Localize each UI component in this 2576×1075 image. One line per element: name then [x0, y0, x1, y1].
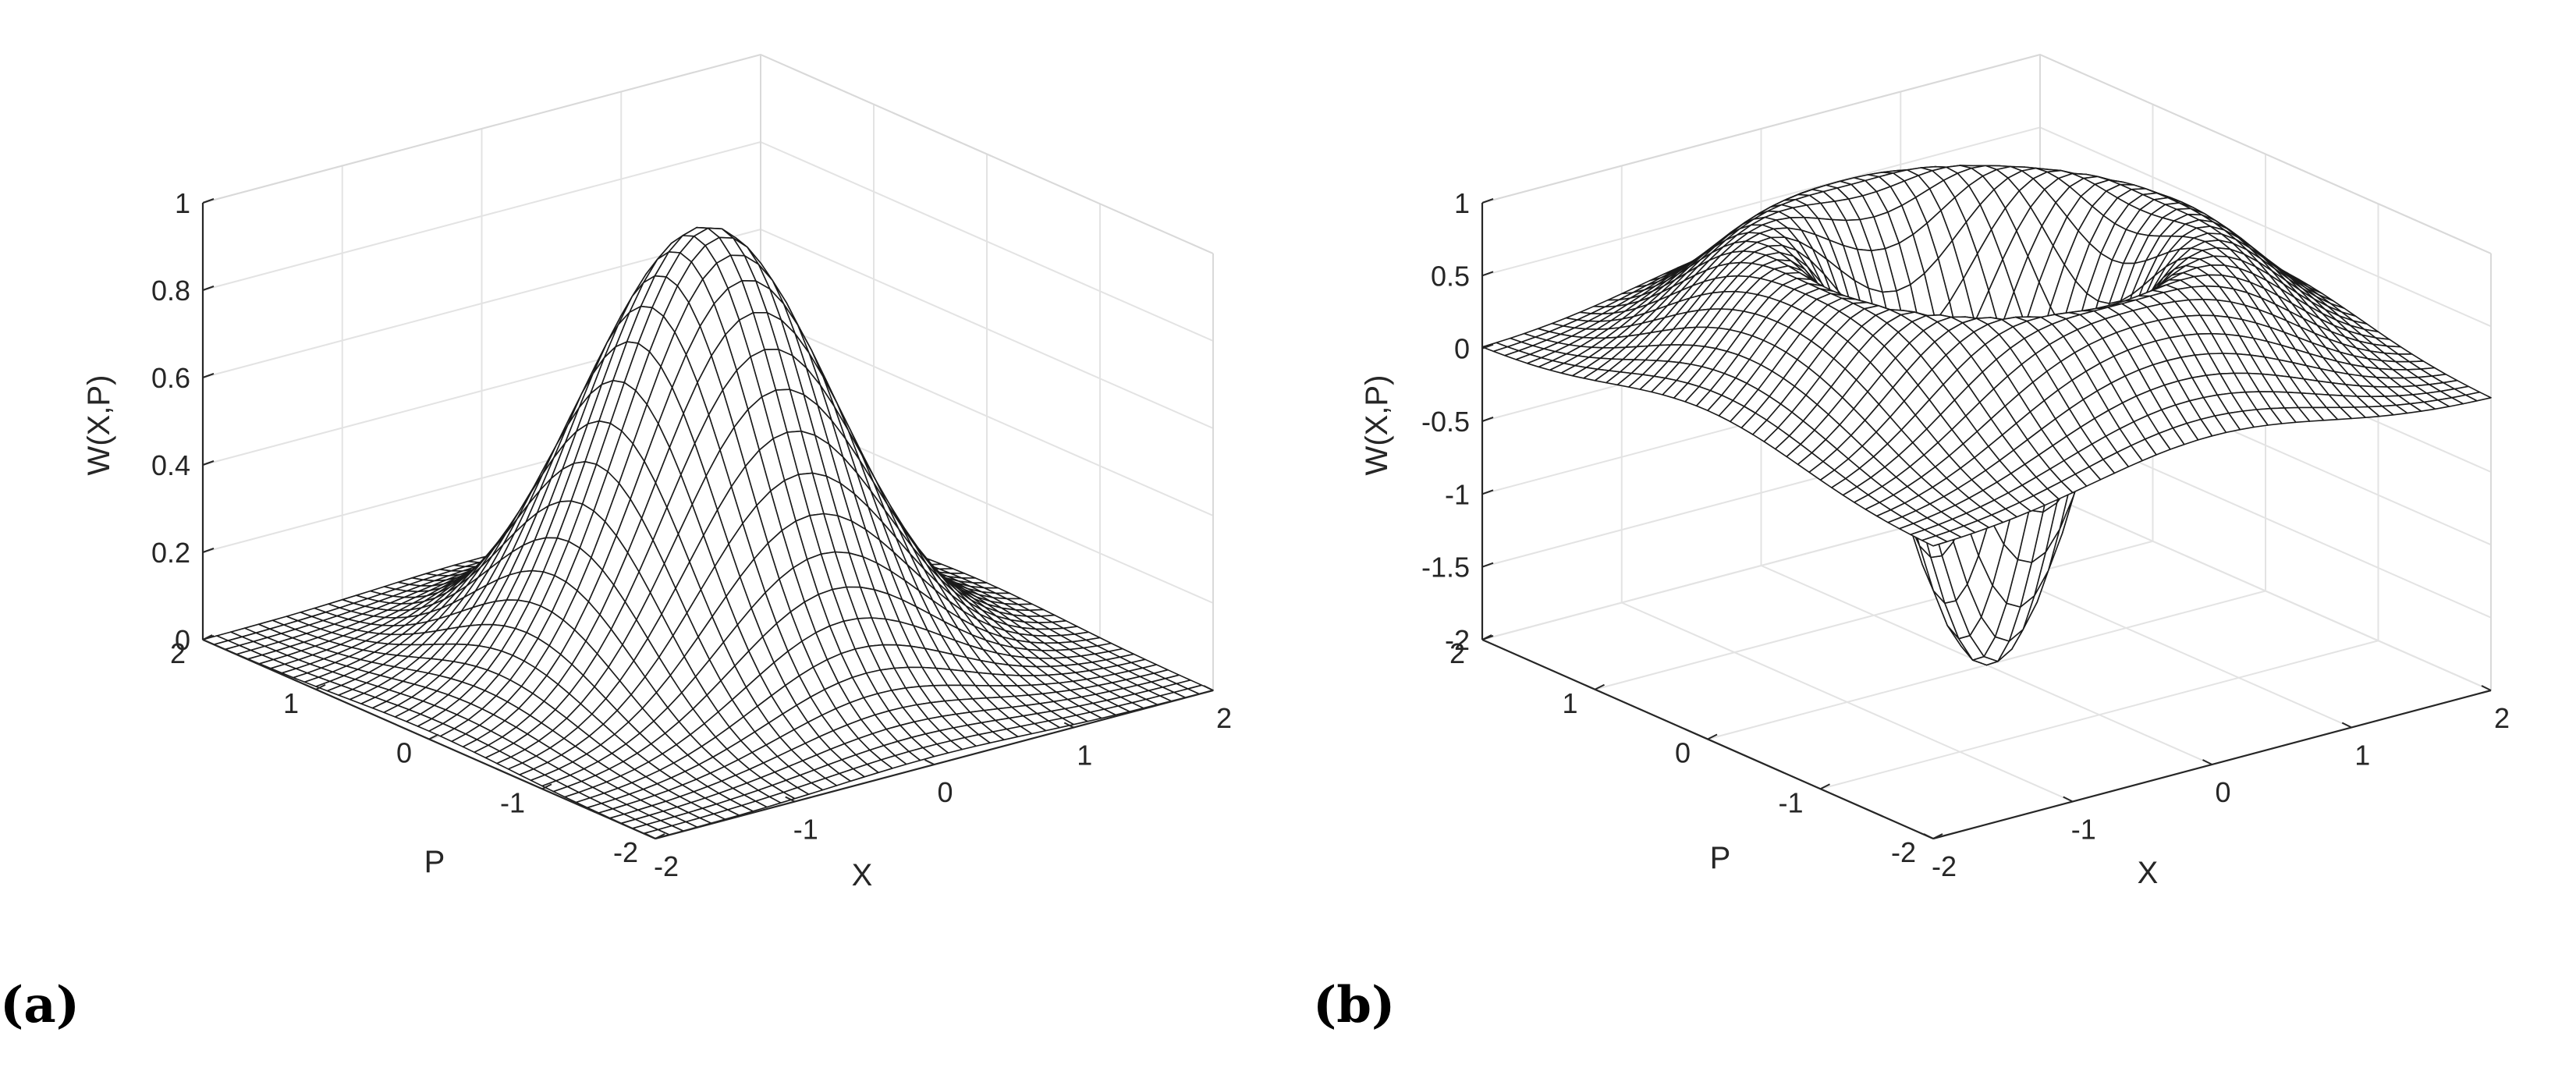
panel-a-surface [202, 226, 1214, 839]
panel-a-p-tick-label: 2 [170, 637, 186, 669]
panel-b-z-tick [1481, 343, 1494, 349]
panel-a-p-tick [315, 683, 326, 690]
panel-b-z-tick [1481, 198, 1494, 204]
panel-b-surface [1481, 165, 2492, 666]
panel-b-xlabel: X [2138, 856, 2159, 890]
panel-a-z-tick [202, 286, 215, 291]
panel-b-z-tick [1481, 489, 1494, 495]
panel-b-p-tick-label: 1 [1562, 687, 1577, 719]
panel-b-z-tick-label: -2 [1445, 624, 1470, 656]
panel-a-p-tick [541, 783, 552, 790]
panel-a-x-tick [785, 796, 796, 803]
panel-b-box-top-edge [1481, 53, 2492, 254]
panel-b-x-tick [2341, 722, 2352, 729]
panel-a-x-tick [924, 759, 935, 765]
panel-b-x-tick [1923, 833, 1934, 839]
panel-b-p-tick [1481, 634, 1492, 640]
panel-b-z-tick-label: -1 [1445, 478, 1470, 510]
panel-b-x-tick [2063, 796, 2074, 803]
panel-a-z-tick-label: 0 [175, 624, 190, 656]
panel-a-p-tick [202, 634, 213, 640]
panel-b-z-tick-label: 0 [1454, 333, 1470, 365]
panel-b-p-tick [1707, 733, 1718, 740]
panel-b-p-tick [1932, 833, 1943, 839]
panel-b-axes [1481, 198, 2492, 840]
panel-b-z-tick [1481, 271, 1494, 277]
panel-a-xlabel: X [852, 858, 873, 892]
panel-a-z-tick-label: 0.4 [151, 449, 190, 481]
panel-a-x-tick [1063, 722, 1074, 729]
panel-b-z-tick-label: 0.5 [1431, 260, 1470, 292]
panel-a-p-tick-label: 0 [396, 737, 412, 769]
panel-b-wall-gridline-z [2039, 126, 2492, 328]
panel-a-axes [201, 198, 1214, 840]
panel-a-wall2-gridline-z [202, 141, 761, 291]
panel-a-x-tick-label: 0 [937, 776, 953, 808]
panel-a-x-tick-label: 1 [1077, 740, 1092, 772]
panel-a-z-tick [202, 548, 215, 553]
panel-b-x-tick-label: -1 [2071, 814, 2096, 846]
panel-b-z-tick-label: -1.5 [1421, 552, 1470, 584]
panel-a-z-tick [202, 198, 215, 204]
panel-a-ticks: 0 0.2 0.4 0.6 0.8 1 -2 -1 0 1 2 -2 -1 0 1 2 [151, 187, 1232, 882]
panel-b-label: (b) [1313, 976, 1395, 1034]
panel-b-x-tick-label: 0 [2215, 776, 2230, 808]
panel-b-z-tick-label: -0.5 [1421, 406, 1470, 438]
panel-b-ylabel: P [1710, 841, 1731, 875]
panel-b-p-tick-label: -1 [1778, 786, 1803, 818]
panel-b-wall2-gridline-z [1481, 126, 2041, 277]
panel-a-box-top-edge [202, 53, 1214, 254]
panel-a-p-tick-label: 1 [283, 687, 299, 719]
panel-a-p-tick-label: -1 [500, 786, 525, 818]
panel-b-z-tick-label: 1 [1454, 187, 1470, 219]
panel-a-x-tick-label: 2 [1216, 702, 1232, 734]
panel-b-x-tick [2202, 759, 2212, 765]
panel-a-label: (a) [0, 976, 80, 1034]
panel-a-z-tick [202, 373, 215, 378]
panel-a-p-tick [428, 733, 439, 740]
panel-b-p-tick-label: -2 [1891, 836, 1916, 868]
panel-b-p-tick-label: 2 [1449, 637, 1465, 669]
panel-b-p-tick [1820, 783, 1830, 790]
panel-a-p-tick-label: -2 [613, 836, 638, 868]
panel-a-x-tick [1203, 685, 1214, 691]
panel-a-z-tick-label: 1 [175, 187, 190, 219]
panel-a-x-tick-label: -2 [654, 850, 679, 882]
panel-b-z-tick [1481, 562, 1494, 568]
panel-b-x-tick-label: 2 [2494, 702, 2510, 734]
panel-a-wall-gridline-z [760, 229, 1214, 429]
panel-b-x-tick-label: -2 [1932, 850, 1957, 882]
panel-a-wall-gridline-z [760, 316, 1214, 516]
panel-a-z-tick-label: 0.6 [151, 362, 190, 394]
panel-b-wall-gridline-z [2039, 491, 2492, 691]
panel-a-p-tick [655, 833, 665, 839]
panel-a-ylabel: P [424, 845, 445, 879]
panel-a-zlabel: W(X,P) [82, 375, 116, 476]
panel-b-x-tick-label: 1 [2354, 740, 2370, 772]
panel-a-z-tick-label: 0.2 [151, 537, 190, 569]
panel-b-zlabel: W(X,P) [1360, 375, 1394, 476]
panel-b-surface-cell [1921, 535, 1948, 547]
panel-a-x-tick-label: -1 [793, 814, 818, 846]
panel-b-floor-gridline-y [1621, 601, 2074, 803]
panel-a-x-tick [645, 833, 656, 839]
panel-b-p-tick [1595, 683, 1605, 690]
panel-a-wall-gridline-z [760, 141, 1214, 342]
panel-a-z-tick [202, 460, 215, 466]
panel-b-x-tick [2481, 685, 2492, 691]
panel-b-z-tick [1481, 417, 1494, 422]
panel-b-p-tick-label: 0 [1675, 737, 1691, 769]
panel-a-z-tick-label: 0.8 [151, 275, 190, 307]
